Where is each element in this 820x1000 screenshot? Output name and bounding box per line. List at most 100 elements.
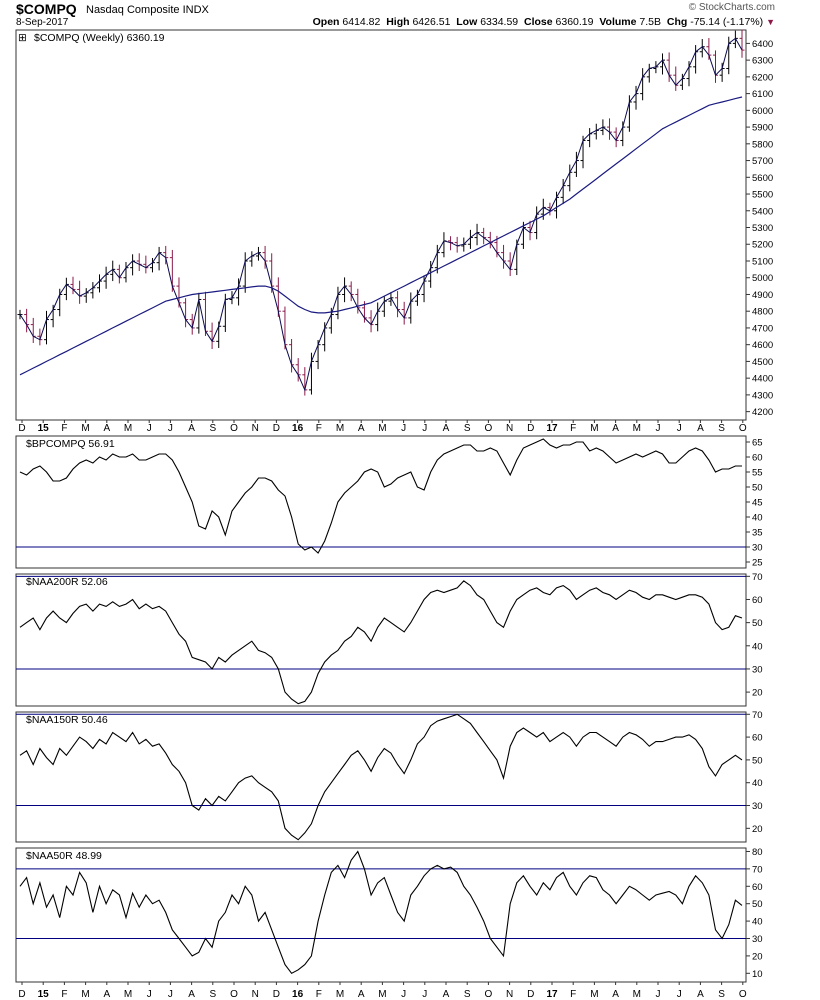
- price-bar: [474, 223, 480, 246]
- x-tick-label: 15: [38, 989, 50, 1000]
- panel-frame: [15, 847, 747, 983]
- panel-3: 20 30 40 50 60 70 $NAA200R 52.06: [15, 572, 763, 707]
- x-tick-label: A: [103, 423, 110, 434]
- y-tick-label: 6100: [752, 89, 773, 100]
- y-tick-label: 45: [752, 498, 763, 509]
- price-bar: [57, 288, 63, 317]
- x-tick-label: O: [230, 423, 238, 434]
- x-tick-label: J: [401, 989, 406, 1000]
- price-bar: [103, 266, 109, 289]
- series-line: [19, 438, 742, 554]
- price-bar: [83, 288, 89, 303]
- volume-value: 7.5B: [639, 16, 662, 28]
- y-tick-label: 5100: [752, 256, 773, 267]
- x-tick-label: F: [570, 989, 576, 1000]
- y-tick-label: 40: [752, 917, 763, 928]
- x-tick-label: 15: [38, 423, 50, 434]
- price-bar: [421, 275, 427, 303]
- y-tick-label: 6200: [752, 72, 773, 83]
- y-tick-label: 70: [752, 864, 763, 875]
- x-tick-label: F: [316, 423, 322, 434]
- x-tick-label: J: [147, 423, 152, 434]
- price-bar: [375, 302, 381, 332]
- y-tick-label: 4700: [752, 323, 773, 334]
- price-bar: [547, 202, 553, 216]
- price-bar: [501, 244, 507, 269]
- price-bar: [37, 328, 43, 346]
- price-bar: [693, 45, 699, 74]
- y-tick-label: 6000: [752, 106, 773, 117]
- price-bar: [408, 292, 414, 324]
- settings-icon[interactable]: ⊞: [18, 32, 27, 44]
- y-tick-label: 20: [752, 951, 763, 962]
- x-tick-label: S: [718, 989, 725, 1000]
- y-tick-label: 55: [752, 468, 763, 479]
- chart-symbol: $COMPQ: [16, 1, 77, 17]
- series-line: [19, 850, 743, 975]
- x-tick-label: F: [316, 989, 322, 1000]
- price-bar: [686, 61, 692, 87]
- x-tick-label: J: [168, 989, 173, 1000]
- x-tick-label: J: [656, 423, 661, 434]
- x-tick-label: 17: [546, 989, 558, 1000]
- y-tick-label: 4500: [752, 357, 773, 368]
- panel-title: $NAA150R 50.46: [26, 714, 108, 726]
- price-bar: [620, 121, 626, 147]
- price-bar: [646, 63, 652, 83]
- price-bar: [236, 278, 242, 306]
- high-value: 6426.51: [412, 16, 451, 28]
- x-tick-label: D: [527, 989, 534, 1000]
- panel-frame: [15, 573, 747, 707]
- price-bar: [156, 246, 162, 271]
- price-bar: [242, 252, 248, 293]
- x-tick-label: O: [230, 989, 238, 1000]
- price-bar: [143, 255, 149, 274]
- y-tick-label: 10: [752, 969, 763, 980]
- low-value: 6334.59: [480, 16, 519, 28]
- y-tick-label: 6400: [752, 39, 773, 50]
- price-bar: [196, 292, 202, 334]
- price-bar: [395, 291, 401, 318]
- x-tick-label: A: [188, 423, 195, 434]
- x-tick-label: F: [61, 989, 67, 1000]
- series-moving-average-line: [19, 96, 743, 376]
- x-tick-label: M: [336, 423, 344, 434]
- y-tick-label: 35: [752, 528, 763, 539]
- y-tick-label: 30: [752, 543, 763, 554]
- x-tick-label: M: [633, 989, 641, 1000]
- y-tick-label: 5300: [752, 223, 773, 234]
- x-tick-label: J: [677, 989, 682, 1000]
- y-tick-label: 80: [752, 847, 763, 858]
- x-tick-label: A: [103, 989, 110, 1000]
- price-bar: [381, 296, 387, 317]
- y-tick-label: 5700: [752, 156, 773, 167]
- price-bars: [17, 29, 745, 396]
- panel-title: $BPCOMPQ 56.91: [26, 438, 115, 450]
- y-tick-label: 4800: [752, 307, 773, 318]
- price-bar: [24, 308, 30, 333]
- panel-5: 10 20 30 40 50 60 70 80 $NAA50R 48.99: [15, 847, 763, 983]
- volume-label: Volume: [599, 16, 637, 28]
- low-label: Low: [456, 16, 478, 28]
- price-bar: [554, 191, 560, 219]
- x-tick-label: M: [81, 989, 89, 1000]
- x-tick-label: A: [358, 423, 365, 434]
- quote-line: Open 6414.82 High 6426.51 Low 6334.59 Cl…: [313, 16, 775, 28]
- y-tick-label: 6300: [752, 56, 773, 67]
- y-tick-label: 60: [752, 453, 763, 464]
- panel-frame: [15, 711, 747, 843]
- x-tick-label: F: [570, 423, 576, 434]
- series-line: [19, 713, 743, 841]
- series-close-line: [19, 37, 743, 392]
- panel-title: $NAA200R 52.06: [26, 576, 108, 588]
- y-tick-label: 70: [752, 710, 763, 721]
- panel-title: $COMPQ (Weekly) 6360.19: [34, 32, 165, 44]
- price-bar: [209, 322, 215, 350]
- y-tick-label: 30: [752, 934, 763, 945]
- price-bar: [249, 251, 255, 267]
- y-tick-label: 30: [752, 801, 763, 812]
- x-tick-label: J: [168, 423, 173, 434]
- x-tick-label: 16: [292, 989, 304, 1000]
- price-bar: [414, 289, 420, 306]
- y-tick-label: 50: [752, 899, 763, 910]
